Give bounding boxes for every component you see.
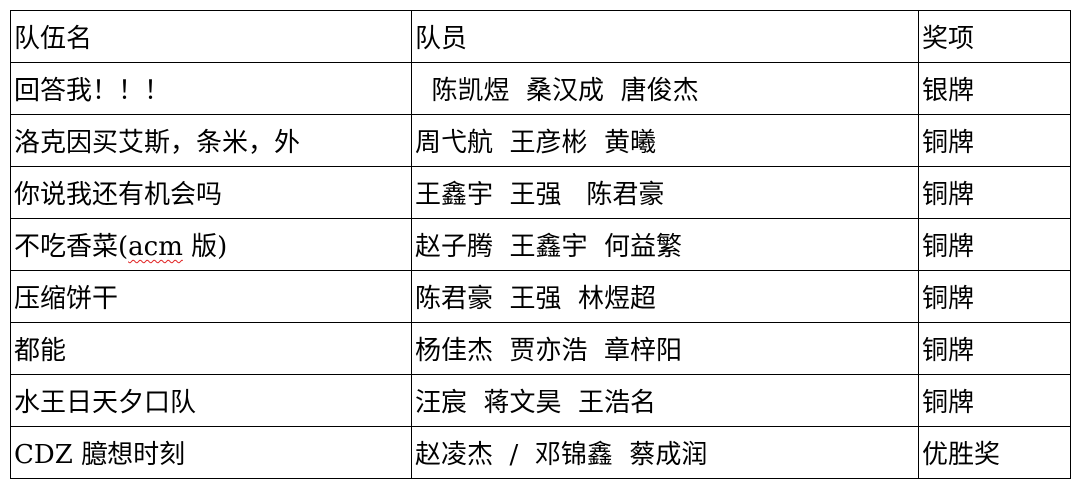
awards-table: 队伍名 队员 奖项 回答我！！！ 陈凯煜 桑汉成 唐俊杰 银牌 洛克因买艾斯，条… <box>10 10 1071 479</box>
award: 铜牌 <box>918 374 1071 427</box>
table-row: 洛克因买艾斯，条米，外 周弋航 王彦彬 黄曦 铜牌 <box>10 114 1071 167</box>
team-name: 不吃香菜(acm 版) <box>10 218 412 271</box>
team-name: CDZ 臆想时刻 <box>10 426 412 479</box>
table-row: 都能 杨佳杰 贾亦浩 章梓阳 铜牌 <box>10 322 1071 375</box>
table-row: 压缩饼干 陈君豪 王强 林煜超 铜牌 <box>10 270 1071 323</box>
award: 铜牌 <box>918 218 1071 271</box>
team-members: 王鑫宇 王强 陈君豪 <box>411 166 919 219</box>
team-name: 水王日天夕口队 <box>10 374 412 427</box>
team-name: 洛克因买艾斯，条米，外 <box>10 114 412 167</box>
team-name: 回答我！！！ <box>10 62 412 115</box>
header-award: 奖项 <box>918 10 1071 63</box>
team-name: 压缩饼干 <box>10 270 412 323</box>
header-members: 队员 <box>411 10 919 63</box>
table-row: CDZ 臆想时刻 赵凌杰 / 邓锦鑫 蔡成润 优胜奖 <box>10 426 1071 479</box>
award: 铜牌 <box>918 166 1071 219</box>
team-name: 都能 <box>10 322 412 375</box>
table-row: 水王日天夕口队 汪宸 蒋文昊 王浩名 铜牌 <box>10 374 1071 427</box>
team-members: 赵子腾 王鑫宇 何益繁 <box>411 218 919 271</box>
team-name-pre: 不吃香菜( <box>14 232 129 262</box>
award: 银牌 <box>918 62 1071 115</box>
award: 铜牌 <box>918 322 1071 375</box>
award: 铜牌 <box>918 270 1071 323</box>
team-members: 杨佳杰 贾亦浩 章梓阳 <box>411 322 919 375</box>
team-members: 汪宸 蒋文昊 王浩名 <box>411 374 919 427</box>
team-name-post: 版) <box>182 232 228 262</box>
team-members: 陈凯煜 桑汉成 唐俊杰 <box>411 62 919 115</box>
team-name: 你说我还有机会吗 <box>10 166 412 219</box>
team-members: 赵凌杰 / 邓锦鑫 蔡成润 <box>411 426 919 479</box>
award: 铜牌 <box>918 114 1071 167</box>
header-row: 队伍名 队员 奖项 <box>10 10 1071 63</box>
award: 优胜奖 <box>918 426 1071 479</box>
table-row: 不吃香菜(acm 版) 赵子腾 王鑫宇 何益繁 铜牌 <box>10 218 1071 271</box>
header-team: 队伍名 <box>10 10 412 63</box>
table-row: 你说我还有机会吗 王鑫宇 王强 陈君豪 铜牌 <box>10 166 1071 219</box>
spellcheck-marked-word: acm <box>128 232 183 262</box>
table-row: 回答我！！！ 陈凯煜 桑汉成 唐俊杰 银牌 <box>10 62 1071 115</box>
team-members: 陈君豪 王强 林煜超 <box>411 270 919 323</box>
team-members: 周弋航 王彦彬 黄曦 <box>411 114 919 167</box>
